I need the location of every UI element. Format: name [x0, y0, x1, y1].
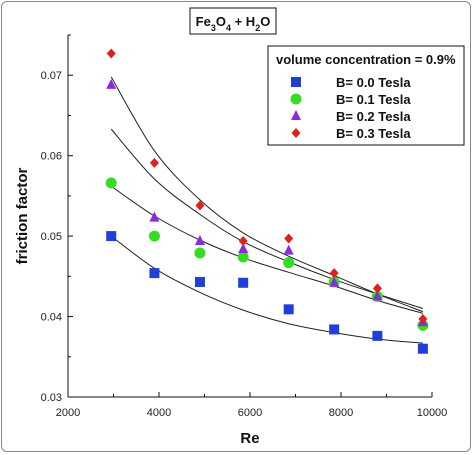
title-part-5: 2: [255, 23, 260, 33]
legend-label: B= 0.0 Tesla: [336, 75, 411, 90]
data-point-circle: [283, 257, 295, 269]
legend-marker-square: [291, 77, 301, 87]
legend-box: [267, 45, 465, 146]
title-part-2: O: [216, 14, 226, 29]
data-point-diamond: [418, 313, 428, 324]
legend-title: volume concentration = 0.9%: [276, 52, 456, 67]
legend-label: B= 0.3 Tesla: [336, 126, 411, 141]
data-point-diamond: [372, 283, 382, 294]
x-tick-label: 10000: [417, 407, 448, 419]
x-axis-label: Re: [240, 430, 259, 447]
data-point-square: [194, 276, 205, 287]
data-point-square: [283, 304, 294, 315]
data-point-diamond: [284, 233, 294, 244]
data-point-diamond: [106, 48, 116, 59]
x-tick-label: 4000: [147, 407, 171, 419]
data-point-square: [329, 324, 340, 335]
data-point-square: [106, 231, 117, 242]
y-tick-label: 0.07: [41, 70, 62, 82]
data-point-square: [417, 343, 428, 354]
data-point-triangle: [329, 276, 340, 287]
legend-entries: B= 0.0 Tesla B= 0.1 Tesla B= 0.2 Tesla B= 0…: [290, 75, 411, 141]
y-tick-label: 0.05: [41, 231, 62, 243]
legend-label: B= 0.1 Tesla: [336, 92, 411, 107]
data-point-square: [149, 268, 160, 279]
data-point-triangle: [372, 290, 383, 301]
y-tick-label: 0.06: [41, 151, 62, 163]
data-point-triangle: [283, 244, 294, 255]
title-part-1: 3: [211, 23, 216, 33]
data-point-circle: [105, 177, 117, 189]
data-point-triangle: [194, 234, 205, 245]
legend-marker-triangle: [291, 110, 301, 120]
legend: volume concentration = 0.9% B= 0.0 Tesla…: [267, 45, 465, 146]
x-ticks: 2000 4000 6000 8000 10000: [56, 392, 448, 419]
data-point-circle: [148, 230, 160, 242]
data-markers: [105, 48, 429, 354]
legend-marker-diamond: [291, 128, 301, 138]
data-point-square: [238, 277, 249, 288]
title-part-0: Fe: [196, 14, 211, 29]
data-point-diamond: [329, 268, 339, 279]
x-tick-label: 2000: [56, 407, 80, 419]
chart-title-box: [189, 7, 277, 35]
chart-title: Fe3O4 + H2O: [189, 7, 277, 35]
chart-title-text: Fe3O4 + H2O: [196, 14, 271, 33]
data-point-circle: [237, 251, 249, 263]
data-point-diamond: [195, 200, 205, 211]
y-ticks: 0.03 0.04 0.05 0.06 0.07: [41, 34, 73, 404]
title-part-3: 4: [226, 23, 231, 33]
x-tick-label: 8000: [329, 407, 353, 419]
y-axis-label: friction factor: [14, 168, 31, 265]
y-tick-label: 0.04: [41, 312, 62, 324]
data-point-diamond: [238, 235, 248, 246]
title-part-6: O: [260, 14, 270, 29]
data-point-circle: [194, 247, 206, 259]
title-part-4: + H: [231, 14, 255, 29]
data-point-triangle: [149, 211, 160, 222]
legend-marker-circle: [290, 93, 302, 105]
data-point-triangle: [106, 78, 117, 89]
y-tick-label: 0.03: [41, 392, 62, 404]
data-point-diamond: [149, 157, 159, 168]
legend-label: B= 0.2 Tesla: [336, 109, 411, 124]
data-point-square: [372, 330, 383, 341]
data-point-triangle: [238, 242, 249, 253]
x-tick-label: 6000: [238, 407, 262, 419]
fit-curve-line: [110, 76, 424, 313]
